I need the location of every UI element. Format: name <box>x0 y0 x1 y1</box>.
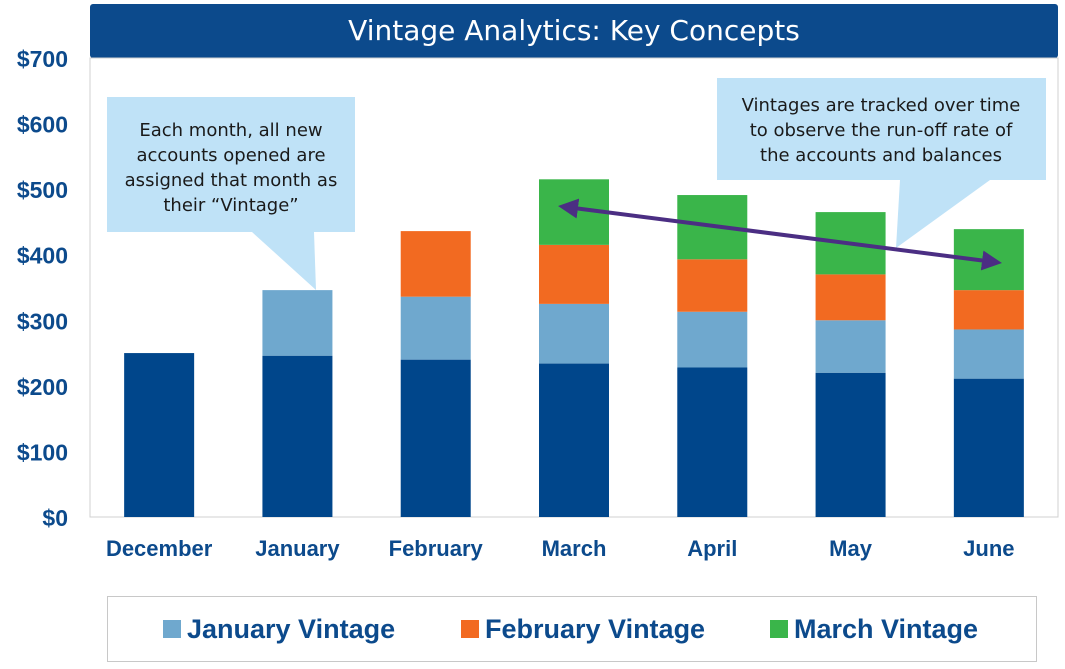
bar-base <box>262 355 333 517</box>
bar-base <box>953 378 1024 517</box>
callout-vintage-assignment-line: accounts opened are <box>136 145 325 166</box>
bar-january-vintage <box>953 329 1024 379</box>
callout-run-off-tracking-line: to observe the run-off rate of <box>750 120 1013 141</box>
legend-label: February Vintage <box>485 613 706 644</box>
bar-february-vintage <box>400 231 471 297</box>
callout-run-off-tracking-line: Vintages are tracked over time <box>742 95 1021 116</box>
bar-january-vintage <box>262 290 333 356</box>
bar-base <box>815 372 886 517</box>
callout-run-off-tracking-bubble <box>717 78 1046 248</box>
bar-january-vintage <box>539 303 609 364</box>
x-tick-label: January <box>255 536 340 561</box>
bar-february-vintage <box>815 274 886 321</box>
y-tick-label: $400 <box>17 243 68 269</box>
chart-title: Vintage Analytics: Key Concepts <box>90 4 1058 58</box>
y-tick-label: $500 <box>17 177 68 203</box>
y-tick-label: $100 <box>17 439 68 465</box>
x-tick-label: March <box>542 536 607 561</box>
legend-swatch <box>163 620 181 638</box>
legend-label: January Vintage <box>187 613 396 644</box>
x-tick-label: May <box>829 536 873 561</box>
bar-february-vintage <box>677 259 748 312</box>
legend-item: January Vintage <box>163 613 395 645</box>
y-tick-label: $700 <box>17 46 68 72</box>
callout-vintage-assignment-line: Each month, all new <box>139 120 322 141</box>
callout-vintage-assignment-bubble <box>107 97 355 290</box>
callout-vintage-assignment-line: their “Vintage” <box>163 195 298 216</box>
x-tick-label: December <box>106 536 213 561</box>
bar-base <box>539 363 609 517</box>
bar-february-vintage <box>539 244 609 304</box>
callout-run-off-tracking: Vintages are tracked over time to observe… <box>717 78 1046 248</box>
callout-vintage-assignment: Each month, all new accounts opened are as… <box>107 97 355 290</box>
legend-label: March Vintage <box>794 613 979 644</box>
bar-january-vintage <box>677 311 748 368</box>
bar-base <box>124 353 195 517</box>
x-tick-label: February <box>389 536 484 561</box>
y-tick-label: $300 <box>17 308 68 334</box>
bar-january-vintage <box>400 296 471 360</box>
legend-swatch <box>461 620 479 638</box>
x-tick-label: April <box>687 536 737 561</box>
y-tick-label: $200 <box>17 374 68 400</box>
bar-base <box>677 367 748 517</box>
legend: January Vintage February Vintage March Vin… <box>107 596 1037 662</box>
callout-vintage-assignment-line: assigned that month as <box>125 170 338 191</box>
bar-base <box>400 359 471 517</box>
legend-swatch <box>770 620 788 638</box>
y-tick-label: $600 <box>17 112 68 138</box>
legend-item: March Vintage <box>770 613 978 645</box>
legend-item: February Vintage <box>461 613 705 645</box>
callout-run-off-tracking-line: the accounts and balances <box>760 145 1002 166</box>
x-tick-label: June <box>963 536 1014 561</box>
bar-february-vintage <box>953 290 1024 330</box>
bar-january-vintage <box>815 320 886 373</box>
run-off-arrow <box>558 198 1002 271</box>
y-tick-label: $0 <box>42 505 68 531</box>
